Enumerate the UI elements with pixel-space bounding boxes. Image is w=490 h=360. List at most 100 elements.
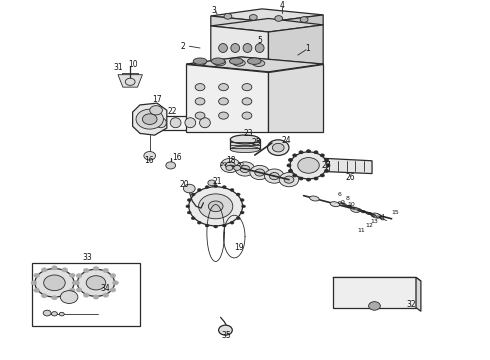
Circle shape bbox=[72, 281, 78, 285]
Circle shape bbox=[265, 169, 284, 183]
Circle shape bbox=[320, 154, 324, 157]
Circle shape bbox=[34, 273, 40, 278]
Circle shape bbox=[299, 151, 303, 154]
Ellipse shape bbox=[219, 44, 227, 53]
Polygon shape bbox=[211, 18, 323, 32]
Ellipse shape bbox=[199, 118, 210, 128]
Polygon shape bbox=[133, 103, 167, 135]
Circle shape bbox=[307, 178, 311, 181]
Circle shape bbox=[225, 162, 235, 169]
Circle shape bbox=[74, 281, 79, 285]
Circle shape bbox=[289, 158, 293, 161]
Circle shape bbox=[41, 268, 47, 272]
Circle shape bbox=[166, 162, 175, 169]
Ellipse shape bbox=[243, 44, 252, 53]
Bar bbox=[152, 116, 216, 130]
Ellipse shape bbox=[247, 58, 261, 64]
Text: 8: 8 bbox=[345, 196, 349, 201]
Ellipse shape bbox=[330, 202, 340, 207]
Circle shape bbox=[69, 273, 75, 278]
Circle shape bbox=[268, 140, 289, 156]
Circle shape bbox=[242, 205, 245, 208]
Circle shape bbox=[230, 221, 234, 224]
Text: 22: 22 bbox=[168, 107, 177, 116]
Circle shape bbox=[60, 291, 78, 303]
Polygon shape bbox=[211, 9, 323, 22]
Circle shape bbox=[34, 288, 40, 292]
Circle shape bbox=[205, 186, 209, 188]
Circle shape bbox=[51, 266, 57, 270]
Ellipse shape bbox=[156, 118, 166, 128]
Circle shape bbox=[293, 154, 296, 157]
Circle shape bbox=[220, 158, 240, 172]
Polygon shape bbox=[333, 278, 421, 281]
Text: 19: 19 bbox=[234, 243, 244, 252]
Circle shape bbox=[250, 165, 270, 180]
Circle shape bbox=[86, 276, 106, 290]
Circle shape bbox=[314, 151, 318, 154]
Ellipse shape bbox=[230, 146, 260, 153]
Circle shape bbox=[326, 164, 330, 167]
Ellipse shape bbox=[211, 58, 225, 64]
Circle shape bbox=[289, 170, 293, 172]
Circle shape bbox=[293, 174, 296, 177]
Ellipse shape bbox=[351, 207, 360, 212]
Ellipse shape bbox=[193, 58, 207, 64]
Circle shape bbox=[307, 150, 311, 153]
Circle shape bbox=[83, 268, 89, 273]
Circle shape bbox=[324, 170, 328, 172]
Circle shape bbox=[290, 152, 327, 179]
Text: 16: 16 bbox=[144, 156, 153, 165]
Circle shape bbox=[234, 165, 241, 170]
Circle shape bbox=[320, 174, 324, 177]
Circle shape bbox=[208, 180, 216, 186]
Ellipse shape bbox=[230, 135, 260, 144]
Text: 29: 29 bbox=[219, 162, 227, 167]
Circle shape bbox=[113, 281, 119, 285]
Circle shape bbox=[284, 176, 294, 183]
Circle shape bbox=[191, 193, 195, 196]
Polygon shape bbox=[186, 64, 269, 132]
Text: 33: 33 bbox=[83, 253, 93, 262]
Text: 31: 31 bbox=[113, 63, 123, 72]
Ellipse shape bbox=[170, 118, 181, 128]
Text: 35: 35 bbox=[221, 330, 231, 339]
Text: 18: 18 bbox=[226, 156, 236, 165]
Circle shape bbox=[51, 312, 57, 316]
Circle shape bbox=[195, 98, 205, 105]
Circle shape bbox=[298, 158, 319, 173]
Polygon shape bbox=[269, 64, 323, 132]
Circle shape bbox=[242, 112, 252, 119]
Text: 25: 25 bbox=[251, 138, 261, 147]
Circle shape bbox=[249, 14, 257, 20]
Polygon shape bbox=[186, 57, 323, 71]
Circle shape bbox=[240, 211, 244, 214]
Circle shape bbox=[187, 199, 191, 202]
Circle shape bbox=[69, 288, 75, 292]
Text: 10: 10 bbox=[347, 202, 355, 207]
Circle shape bbox=[240, 165, 250, 172]
Circle shape bbox=[314, 177, 318, 180]
Circle shape bbox=[76, 288, 82, 292]
Circle shape bbox=[59, 312, 64, 316]
Circle shape bbox=[242, 98, 252, 105]
Circle shape bbox=[205, 224, 209, 227]
Ellipse shape bbox=[229, 58, 243, 64]
Circle shape bbox=[191, 217, 195, 220]
Text: 12: 12 bbox=[365, 224, 373, 228]
Circle shape bbox=[222, 224, 226, 227]
Circle shape bbox=[195, 84, 205, 91]
Polygon shape bbox=[269, 15, 323, 32]
Text: 2: 2 bbox=[180, 42, 185, 51]
Ellipse shape bbox=[214, 59, 226, 66]
Ellipse shape bbox=[255, 44, 264, 53]
Circle shape bbox=[44, 275, 65, 291]
Circle shape bbox=[208, 201, 223, 212]
Circle shape bbox=[62, 268, 68, 272]
Ellipse shape bbox=[252, 60, 265, 67]
Text: 14: 14 bbox=[377, 214, 385, 219]
Circle shape bbox=[43, 310, 51, 316]
Circle shape bbox=[110, 288, 116, 292]
Circle shape bbox=[143, 114, 157, 125]
Bar bbox=[32, 263, 140, 325]
